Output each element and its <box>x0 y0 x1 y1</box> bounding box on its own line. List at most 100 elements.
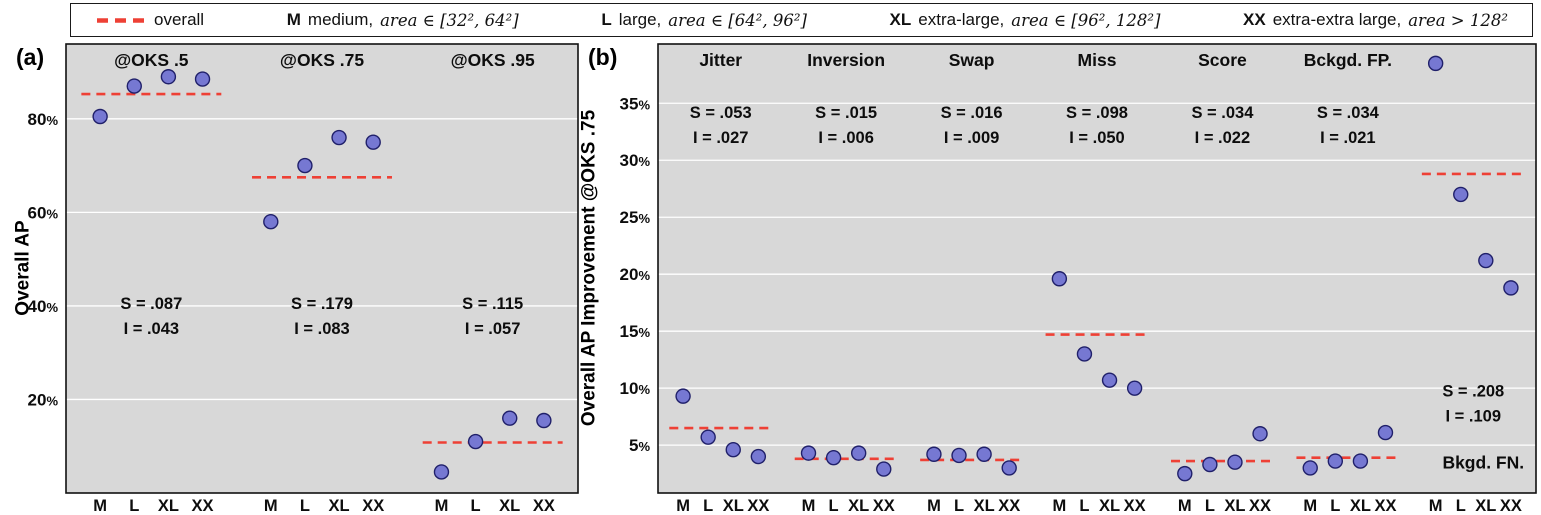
x-tick-label: XL <box>848 497 869 515</box>
group-bottom-label: Bkgd. FN. <box>1442 452 1524 472</box>
legend-desc: extra-extra large, <box>1272 10 1402 29</box>
x-tick-label: XX <box>192 497 214 515</box>
data-point <box>750 448 767 465</box>
data-point <box>263 214 279 230</box>
y-tick-label: 5% <box>629 436 650 455</box>
data-point <box>1453 186 1469 203</box>
legend-item-extra-large: XL extra-large, area ∈ [96², 128²] <box>890 10 1161 30</box>
stat-i: I = .027 <box>693 129 749 147</box>
stat-s: S = .016 <box>941 104 1003 122</box>
data-point <box>1503 280 1519 296</box>
data-point <box>1001 460 1017 476</box>
legend-desc: medium, <box>307 10 374 29</box>
x-tick-label: L <box>703 497 713 515</box>
stat-i: I = .050 <box>1069 129 1125 147</box>
x-tick-label: M <box>1178 497 1192 515</box>
data-point <box>675 388 691 404</box>
x-tick-label: L <box>1205 497 1215 515</box>
legend-math: area ∈ [96², 128²] <box>1011 10 1161 30</box>
panel-b-letter: (b) <box>588 44 618 70</box>
x-tick-label: L <box>1330 497 1340 515</box>
y-tick-label: 40% <box>28 297 59 316</box>
data-point <box>1427 55 1444 72</box>
data-point <box>1252 426 1268 442</box>
x-tick-label: XL <box>1099 497 1120 515</box>
x-tick-label: L <box>829 497 839 515</box>
group-header: @OKS .5 <box>114 50 189 70</box>
x-tick-label: XL <box>1475 497 1496 515</box>
y-tick-label: 20% <box>620 265 651 284</box>
legend-key: XL <box>889 10 912 29</box>
x-tick-label: XX <box>1374 497 1396 515</box>
x-tick-label: L <box>471 497 481 515</box>
x-tick-label: M <box>1303 497 1317 515</box>
data-point <box>1177 465 1193 482</box>
group-header: @OKS .75 <box>280 50 364 70</box>
data-point <box>365 134 381 150</box>
plot-border <box>65 43 579 494</box>
x-tick-label: XL <box>329 497 350 515</box>
plot-area <box>66 44 578 493</box>
x-tick-label: XX <box>362 497 384 515</box>
panel-a-y-axis-label: Overall AP <box>12 220 34 316</box>
overall-dash-icon <box>97 17 145 23</box>
group-header: Swap <box>949 50 995 70</box>
data-point <box>1352 453 1369 469</box>
data-point <box>1101 372 1118 388</box>
data-point <box>1302 460 1318 476</box>
data-point <box>725 441 741 458</box>
data-point <box>502 410 518 426</box>
y-tick-label: 35% <box>620 94 651 113</box>
x-tick-label: XX <box>747 497 769 515</box>
data-point <box>536 412 552 429</box>
y-tick-label: 30% <box>620 151 651 170</box>
data-point <box>297 157 313 174</box>
x-tick-label: M <box>1429 497 1443 515</box>
stat-i: I = .021 <box>1320 129 1376 147</box>
x-tick-label: M <box>802 497 816 515</box>
x-tick-label: XX <box>873 497 895 515</box>
legend: overall M medium, area ∈ [32², 64²] L la… <box>70 3 1533 37</box>
data-point <box>926 446 942 462</box>
x-tick-label: XL <box>1350 497 1371 515</box>
x-tick-label: XL <box>974 497 995 515</box>
data-point <box>160 69 177 85</box>
stat-i: I = .083 <box>294 320 350 338</box>
x-tick-label: XX <box>998 497 1020 515</box>
data-point <box>1126 380 1143 396</box>
data-point <box>976 446 992 462</box>
panel-b-y-axis-label: Overall AP Improvement @OKS .75 <box>578 109 600 427</box>
data-point <box>331 129 347 146</box>
data-point <box>1202 456 1218 473</box>
group-header: Jitter <box>699 50 742 70</box>
data-point <box>825 449 842 466</box>
x-tick-label: L <box>1456 497 1466 515</box>
legend-math: area ∈ [32², 64²] <box>380 10 519 30</box>
stat-i: I = .109 <box>1446 407 1502 425</box>
legend-key: M <box>286 10 301 29</box>
data-point <box>951 447 967 464</box>
legend-key: L <box>601 10 612 29</box>
data-point <box>850 445 867 461</box>
data-point <box>1478 252 1494 269</box>
group-header: Miss <box>1078 50 1117 70</box>
data-point <box>126 78 142 94</box>
stat-s: S = .179 <box>291 295 353 313</box>
legend-item-overall: overall <box>95 10 204 30</box>
data-point <box>433 464 450 480</box>
stat-s: S = .015 <box>815 104 877 122</box>
x-tick-label: M <box>1052 497 1066 515</box>
stat-s: S = .087 <box>120 295 182 313</box>
x-tick-label: M <box>264 497 278 515</box>
legend-desc: extra-large, <box>918 10 1005 29</box>
group-header: @OKS .95 <box>451 50 535 70</box>
stat-s: S = .098 <box>1066 104 1128 122</box>
legend-math: area ∈ [64², 96²] <box>668 10 807 30</box>
stat-s: S = .034 <box>1317 104 1380 122</box>
y-tick-label: 60% <box>28 203 59 222</box>
y-tick-label: 10% <box>620 379 651 398</box>
x-tick-label: L <box>129 497 139 515</box>
data-point <box>92 108 108 125</box>
stat-i: I = .009 <box>944 129 1000 147</box>
stat-s: S = .053 <box>690 104 752 122</box>
